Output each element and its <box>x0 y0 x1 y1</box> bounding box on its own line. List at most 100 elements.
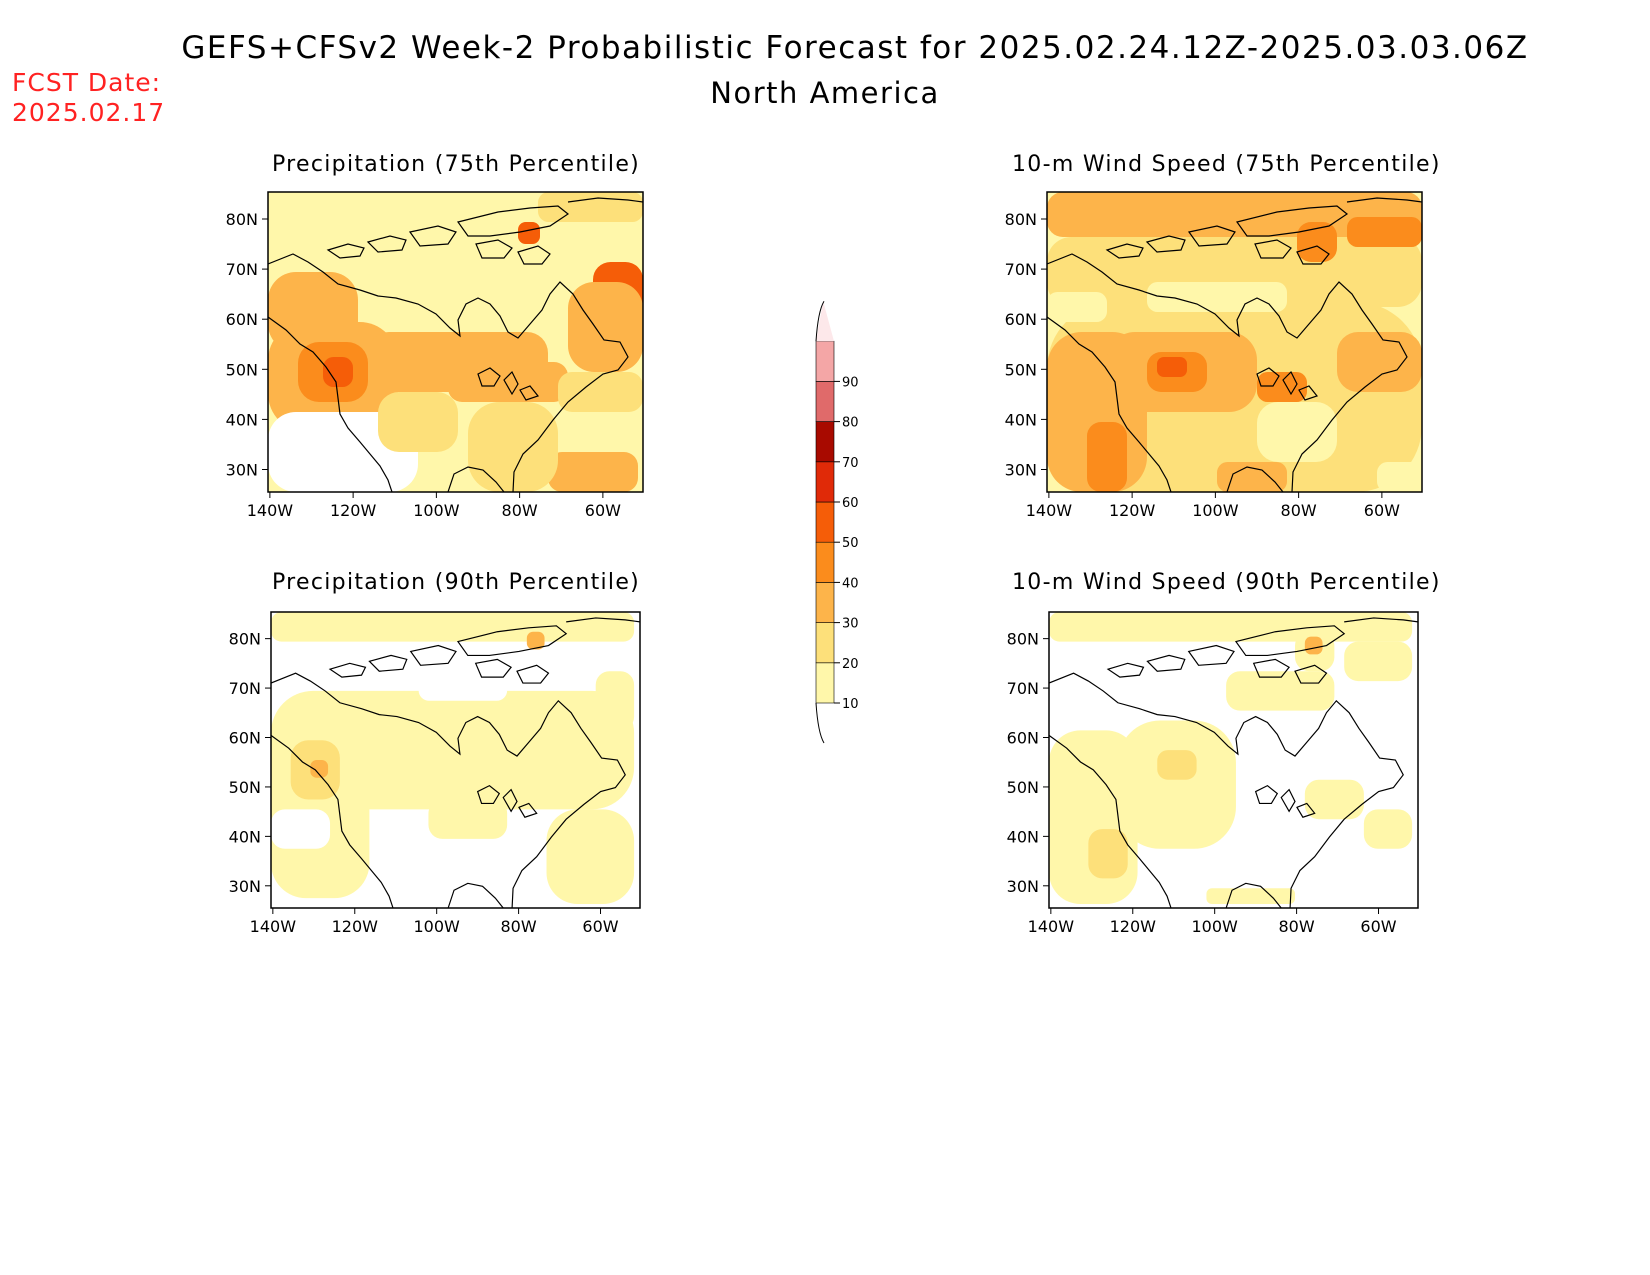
lat-tick-label: 70N <box>1005 260 1037 279</box>
prob-shade <box>1257 402 1337 462</box>
lon-tick-label: 100W <box>1192 917 1239 936</box>
lon-tick-label: 120W <box>330 501 377 520</box>
panel-title-wind-90: 10-m Wind Speed (90th Percentile) <box>1012 570 1441 595</box>
prob-shade <box>558 372 643 412</box>
lat-tick-label: 70N <box>229 679 261 698</box>
colorbar-label: 30 <box>842 617 859 632</box>
prob-shade <box>1363 809 1413 849</box>
prob-shade <box>568 282 643 372</box>
prob-shade <box>418 671 508 701</box>
prob-shade <box>518 222 540 244</box>
prob-shade <box>1088 829 1128 879</box>
prob-shade <box>323 357 353 387</box>
prob-shade <box>1377 462 1422 492</box>
prob-shade <box>378 392 458 452</box>
lat-tick-label: 60N <box>229 729 261 748</box>
lon-tick-label: 80W <box>1281 501 1317 520</box>
prob-shade <box>546 809 635 905</box>
prob-shade <box>1257 372 1307 402</box>
prob-shade <box>1147 282 1287 312</box>
colorbar-segment <box>815 662 835 704</box>
colorbar-high-end <box>816 301 834 342</box>
map-panel-wind-75: 80N 70N 60N 50N 40N 30N 140W 120W 100W 80W 60W <box>1005 191 1423 520</box>
lon-tick-label: 140W <box>250 917 297 936</box>
lat-tick-label: 50N <box>226 360 258 379</box>
colorbar: 10 20 30 40 50 60 70 80 90 <box>815 300 859 744</box>
prob-shade <box>1304 636 1323 655</box>
lat-tick-label: 30N <box>1007 877 1039 896</box>
lat-tick-label: 30N <box>226 461 258 480</box>
colorbar-label: 10 <box>842 697 859 712</box>
lon-tick-label: 140W <box>1026 501 1073 520</box>
lat-tick-label: 80N <box>1007 630 1039 649</box>
colorbar-label: 60 <box>842 496 859 511</box>
map-panel-precip-90: 80N 70N 60N 50N 40N 30N 140W 120W 100W 80W 60W <box>229 611 641 936</box>
lon-tick-label: 140W <box>1028 917 1075 936</box>
lon-tick-label: 120W <box>332 917 379 936</box>
lat-tick-label: 30N <box>229 877 261 896</box>
lon-tick-label: 60W <box>1360 917 1396 936</box>
lat-tick-label: 80N <box>1005 210 1037 229</box>
panel-title-precip-90: Precipitation (90th Percentile) <box>272 570 641 595</box>
lon-tick-label: 60W <box>1364 501 1400 520</box>
colorbar-label: 80 <box>842 416 859 431</box>
lon-tick-label: 80W <box>1279 917 1315 936</box>
prob-shade <box>1347 217 1422 247</box>
map-frame <box>267 191 644 493</box>
prob-shade <box>1157 357 1187 377</box>
lat-tick-label: 60N <box>1007 729 1039 748</box>
prob-shade <box>1206 888 1295 905</box>
map-frame <box>1046 191 1423 493</box>
prob-shade <box>1157 750 1197 780</box>
lat-tick-label: 60N <box>1005 310 1037 329</box>
prob-shade <box>1217 462 1287 492</box>
fcst-date-value: 2025.02.17 <box>12 98 166 127</box>
prob-shade <box>1117 720 1236 849</box>
prob-shade <box>428 799 508 839</box>
prob-shade <box>1087 422 1127 492</box>
prob-shade <box>1049 612 1413 642</box>
map-frame <box>1048 611 1419 909</box>
lat-tick-label: 50N <box>1005 360 1037 379</box>
prob-shade <box>310 760 329 778</box>
main-title: GEFS+CFSv2 Week-2 Probabilistic Forecast… <box>181 30 1529 66</box>
map-panel-precip-75: 80N 70N 60N 50N 40N 30N 140W 120W 100W 80W 60W <box>226 191 644 520</box>
prob-shade <box>271 612 635 642</box>
colorbar-label: 40 <box>842 576 859 591</box>
colorbar-label: 90 <box>842 375 859 390</box>
prob-shade <box>526 631 545 650</box>
colorbar-label: 20 <box>842 657 859 672</box>
prob-shade <box>468 402 558 492</box>
lon-tick-label: 60W <box>582 917 618 936</box>
panel-title-wind-75: 10-m Wind Speed (75th Percentile) <box>1012 152 1441 177</box>
lon-tick-label: 100W <box>414 917 461 936</box>
colorbar-segment <box>815 541 835 583</box>
prob-shade <box>271 809 331 849</box>
lat-tick-label: 40N <box>229 827 261 846</box>
colorbar-segment <box>815 381 835 422</box>
sub-title: North America <box>710 76 940 110</box>
colorbar-segment <box>815 461 835 503</box>
lon-tick-label: 100W <box>413 501 460 520</box>
lon-tick-label: 80W <box>501 917 537 936</box>
lat-tick-label: 80N <box>226 210 258 229</box>
prob-shade <box>1344 641 1413 682</box>
lat-tick-label: 70N <box>1007 679 1039 698</box>
lon-tick-label: 120W <box>1110 917 1157 936</box>
lon-tick-label: 140W <box>247 501 294 520</box>
colorbar-segment <box>815 582 835 623</box>
prob-shade <box>548 452 638 492</box>
colorbar-segment <box>815 421 835 463</box>
prob-shade <box>448 362 568 402</box>
map-panel-wind-90: 80N 70N 60N 50N 40N 30N 140W 120W 100W 80W 60W <box>1007 611 1419 936</box>
prob-shade <box>1047 292 1107 322</box>
lat-tick-label: 50N <box>1007 778 1039 797</box>
prob-shade <box>595 671 635 731</box>
prob-shade <box>538 192 643 222</box>
lat-tick-label: 30N <box>1005 461 1037 480</box>
lon-tick-label: 60W <box>585 501 621 520</box>
lat-tick-label: 80N <box>229 630 261 649</box>
fcst-date-label: FCST Date: <box>12 68 162 97</box>
colorbar-label: 50 <box>842 536 859 551</box>
